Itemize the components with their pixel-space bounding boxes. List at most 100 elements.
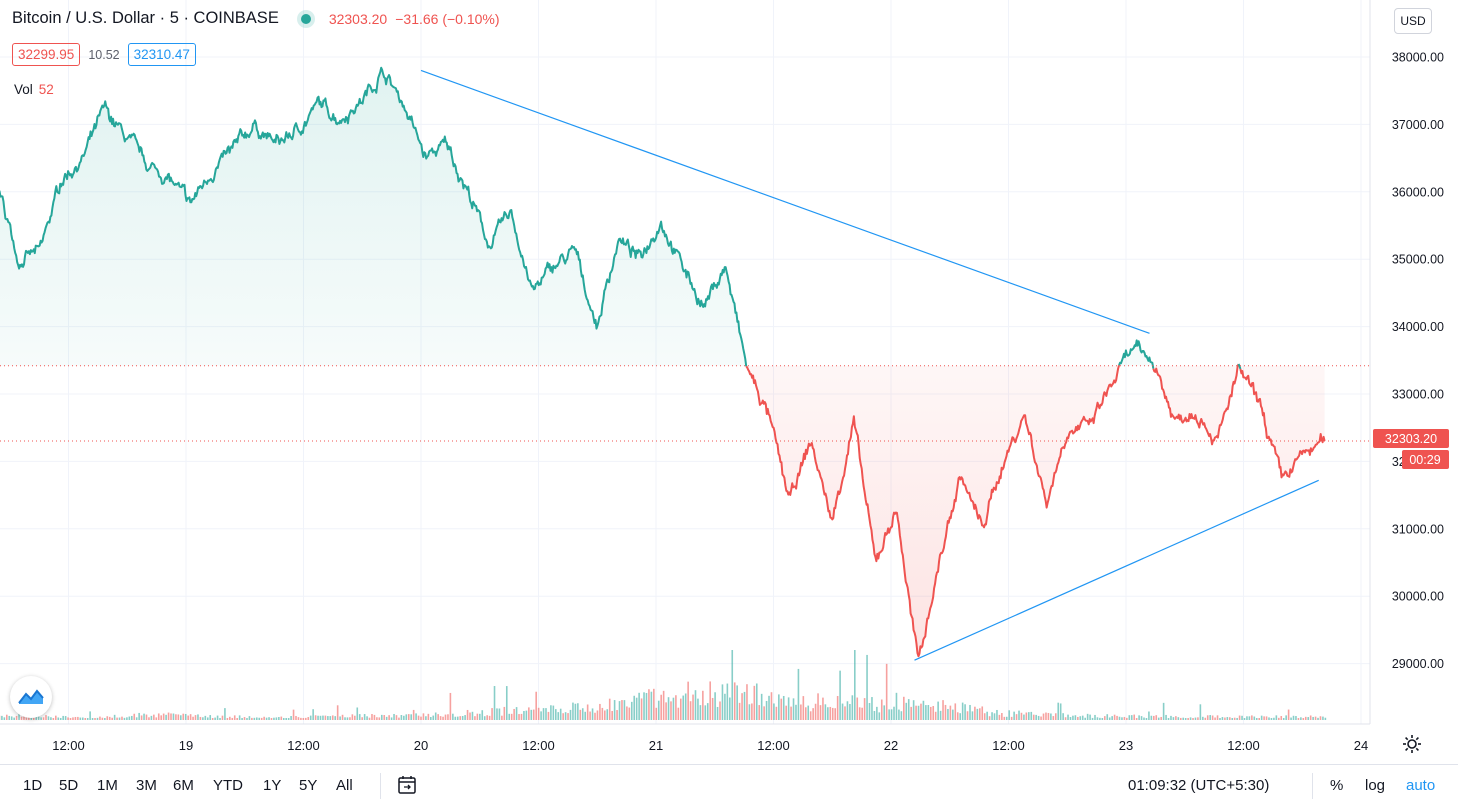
volume-bar [157, 713, 160, 720]
volume-bar [861, 707, 863, 720]
trendlines[interactable] [420, 69, 1319, 661]
volume-bar [23, 715, 25, 720]
volume-bar [760, 693, 763, 720]
volume-bar [648, 689, 650, 720]
volume-bar [827, 707, 829, 720]
symbol-title[interactable]: Bitcoin / U.S. Dollar · 5 · COINBASE [12, 9, 279, 27]
volume-bar [214, 717, 216, 720]
volume-bar [706, 703, 709, 720]
volume-bar [336, 705, 339, 720]
volume-bar [111, 717, 113, 720]
volume-bar [660, 694, 662, 720]
volume-bar [459, 716, 462, 720]
volume-bar [895, 692, 898, 720]
volume-bar [1204, 717, 1207, 720]
price-line-down [745, 364, 1121, 658]
volume-bar [221, 715, 224, 720]
range-button-6m[interactable]: 6M [173, 777, 194, 794]
market-status-icon[interactable] [300, 13, 311, 24]
price-chart[interactable]: 38000.00 37000.00 36000.00 35000.00 34000.00… [0, 0, 1458, 764]
time-axis[interactable]: 12:00 19 12:00 20 12:00 21 12:00 22 12:00 23 12:00… [52, 738, 1368, 753]
volume-bar [577, 703, 579, 720]
volume-legend[interactable]: Vol 52 [14, 82, 54, 97]
volume-bar [611, 710, 613, 720]
volume-bar [1, 715, 3, 720]
volume-bar [229, 716, 231, 720]
volume-bar [380, 714, 383, 720]
volume-bar [1077, 716, 1079, 720]
volume-bar [1292, 715, 1295, 720]
gear-icon[interactable] [1401, 733, 1423, 755]
volume-bar [143, 713, 145, 720]
volume-bar [94, 718, 96, 720]
volume-bar [1023, 714, 1025, 720]
volume-bar [890, 709, 893, 720]
auto-scale-toggle[interactable]: auto [1406, 777, 1436, 794]
volume-bar [579, 709, 582, 720]
clock-timezone[interactable]: 01:09:32 (UTC+5:30) [1128, 777, 1270, 794]
volume-bar [273, 717, 275, 720]
volume-bar [1079, 716, 1082, 720]
price-axis[interactable]: 38000.00 37000.00 36000.00 35000.00 34000.00… [1392, 51, 1444, 672]
volume-bar [1101, 718, 1104, 720]
range-button-1y[interactable]: 1Y [263, 777, 282, 794]
trendline[interactable] [914, 479, 1319, 661]
volume-bar [937, 701, 939, 720]
percent-scale-toggle[interactable]: % [1330, 777, 1344, 794]
volume-bar [1300, 717, 1302, 720]
currency-button[interactable]: USD [1394, 8, 1432, 34]
volume-bar [405, 714, 408, 720]
volume-bar [628, 707, 631, 720]
volume-bar [709, 681, 712, 720]
volume-bar [753, 685, 756, 720]
volume-bar [991, 712, 993, 720]
volume-bar [638, 692, 640, 720]
volume-bar [393, 713, 395, 720]
volume-bar [64, 716, 67, 720]
volume-bar [1143, 717, 1145, 720]
trendline[interactable] [420, 69, 1150, 334]
volume-bar [907, 699, 910, 720]
volume-bar [1035, 714, 1037, 720]
volume-bar [79, 717, 82, 720]
volume-bar [317, 715, 319, 720]
range-button-1d[interactable]: 1D [23, 777, 43, 794]
range-button-3m[interactable]: 3M [136, 777, 157, 794]
range-button-ytd[interactable]: YTD [213, 777, 243, 794]
volume-bar [834, 708, 836, 720]
volume-bar [1285, 715, 1287, 720]
volume-bar [807, 705, 810, 720]
price-line-down [1239, 368, 1326, 479]
volume-bar [1214, 717, 1216, 720]
volume-bar [189, 714, 192, 720]
volume-bar [415, 713, 417, 720]
volume-bar [302, 718, 305, 720]
sell-price-button[interactable]: 32299.95 [12, 43, 81, 66]
volume-bar [233, 715, 236, 720]
date-range-icon[interactable] [397, 774, 419, 800]
volume-bar [1224, 717, 1226, 720]
volume-bar [1312, 716, 1314, 720]
volume-bar [442, 716, 444, 720]
volume-bar [537, 707, 540, 720]
volume-bar [123, 717, 126, 720]
tradingview-logo-icon[interactable] [10, 676, 52, 718]
volume-bar [782, 695, 785, 720]
log-scale-toggle[interactable]: log [1365, 777, 1386, 794]
volume-bar [1258, 718, 1261, 720]
range-button-5y[interactable]: 5Y [299, 777, 318, 794]
range-button-1m[interactable]: 1M [97, 777, 118, 794]
volume-bar [454, 716, 457, 720]
volume-bar [327, 716, 329, 720]
range-button-5d[interactable]: 5D [59, 777, 79, 794]
volume-value: 52 [38, 82, 54, 97]
volume-bar [15, 715, 18, 720]
area-fill-above-baseline [0, 67, 1325, 366]
range-button-all[interactable]: All [336, 777, 353, 794]
volume-bar [206, 717, 209, 720]
buy-price-button[interactable]: 32310.47 [127, 43, 196, 66]
volume-bar [91, 718, 94, 720]
volume-bar [797, 668, 800, 720]
volume-bar [422, 713, 425, 720]
volume-bar [255, 717, 258, 720]
